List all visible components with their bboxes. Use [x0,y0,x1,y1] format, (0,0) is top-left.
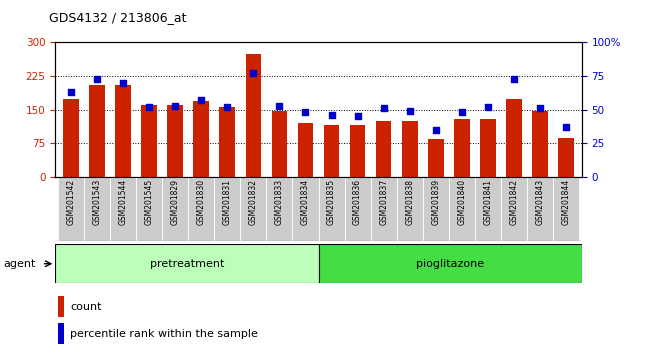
Point [509,76,519,82]
Text: GSM201833: GSM201833 [275,179,284,225]
Bar [428,139,443,177]
Text: GSM201542: GSM201542 [66,179,75,225]
Text: GSM201832: GSM201832 [249,179,258,225]
FancyBboxPatch shape [370,177,396,241]
FancyBboxPatch shape [214,177,240,241]
Point [66,90,76,95]
Text: GSM201842: GSM201842 [510,179,519,225]
FancyBboxPatch shape [475,177,501,241]
FancyBboxPatch shape [58,177,84,241]
Point [248,70,259,76]
Bar [532,111,548,177]
Text: GSM201831: GSM201831 [223,179,232,225]
FancyBboxPatch shape [55,244,318,283]
Point [92,76,102,82]
Text: pioglitazone: pioglitazone [416,259,484,269]
Text: GSM201844: GSM201844 [562,179,571,225]
FancyBboxPatch shape [448,177,475,241]
Bar [376,121,391,177]
FancyBboxPatch shape [240,177,266,241]
Bar [167,105,183,177]
Bar [558,138,574,177]
Text: GSM201544: GSM201544 [118,179,127,225]
FancyBboxPatch shape [318,244,582,283]
Bar [298,123,313,177]
FancyBboxPatch shape [292,177,318,241]
FancyBboxPatch shape [84,177,110,241]
Point [222,104,233,110]
Bar [506,98,522,177]
Text: GSM201829: GSM201829 [171,179,179,225]
Point [326,112,337,118]
FancyBboxPatch shape [344,177,370,241]
FancyBboxPatch shape [501,177,527,241]
Bar [115,85,131,177]
FancyBboxPatch shape [188,177,215,241]
Bar [324,125,339,177]
Text: count: count [70,302,102,312]
FancyBboxPatch shape [396,177,422,241]
Text: GSM201835: GSM201835 [327,179,336,225]
FancyBboxPatch shape [553,177,579,241]
Text: GSM201837: GSM201837 [379,179,388,225]
Point [430,127,441,133]
Bar [141,105,157,177]
FancyBboxPatch shape [422,177,448,241]
Text: GSM201838: GSM201838 [405,179,414,225]
Bar [350,125,365,177]
Bar [480,119,496,177]
Bar [89,85,105,177]
FancyBboxPatch shape [110,177,136,241]
Text: pretreatment: pretreatment [150,259,224,269]
Text: percentile rank within the sample: percentile rank within the sample [70,329,258,339]
FancyBboxPatch shape [527,177,553,241]
Bar [58,324,64,344]
Text: agent: agent [3,259,36,269]
Text: GSM201839: GSM201839 [432,179,440,225]
Point [535,105,545,111]
Bar [246,54,261,177]
Text: GSM201834: GSM201834 [301,179,310,225]
Point [352,114,363,119]
Point [196,97,207,103]
Text: GSM201843: GSM201843 [536,179,545,225]
FancyBboxPatch shape [136,177,162,241]
Point [483,104,493,110]
Bar [220,108,235,177]
Text: GSM201830: GSM201830 [197,179,205,225]
Point [144,104,154,110]
Bar [454,119,470,177]
Point [118,80,128,86]
Text: GSM201545: GSM201545 [144,179,153,225]
FancyBboxPatch shape [266,177,292,241]
Text: GDS4132 / 213806_at: GDS4132 / 213806_at [49,11,187,24]
Point [404,108,415,114]
Point [274,103,285,109]
Point [561,124,571,130]
Point [457,110,467,115]
Bar [63,98,79,177]
Bar [272,111,287,177]
Bar [58,296,64,317]
Bar [194,101,209,177]
FancyBboxPatch shape [162,177,188,241]
FancyBboxPatch shape [318,177,344,241]
Point [378,105,389,111]
Text: GSM201841: GSM201841 [484,179,493,225]
Text: GSM201543: GSM201543 [92,179,101,225]
Point [300,110,311,115]
Text: GSM201836: GSM201836 [353,179,362,225]
Text: GSM201840: GSM201840 [458,179,466,225]
Point [170,103,180,109]
Bar [402,121,417,177]
